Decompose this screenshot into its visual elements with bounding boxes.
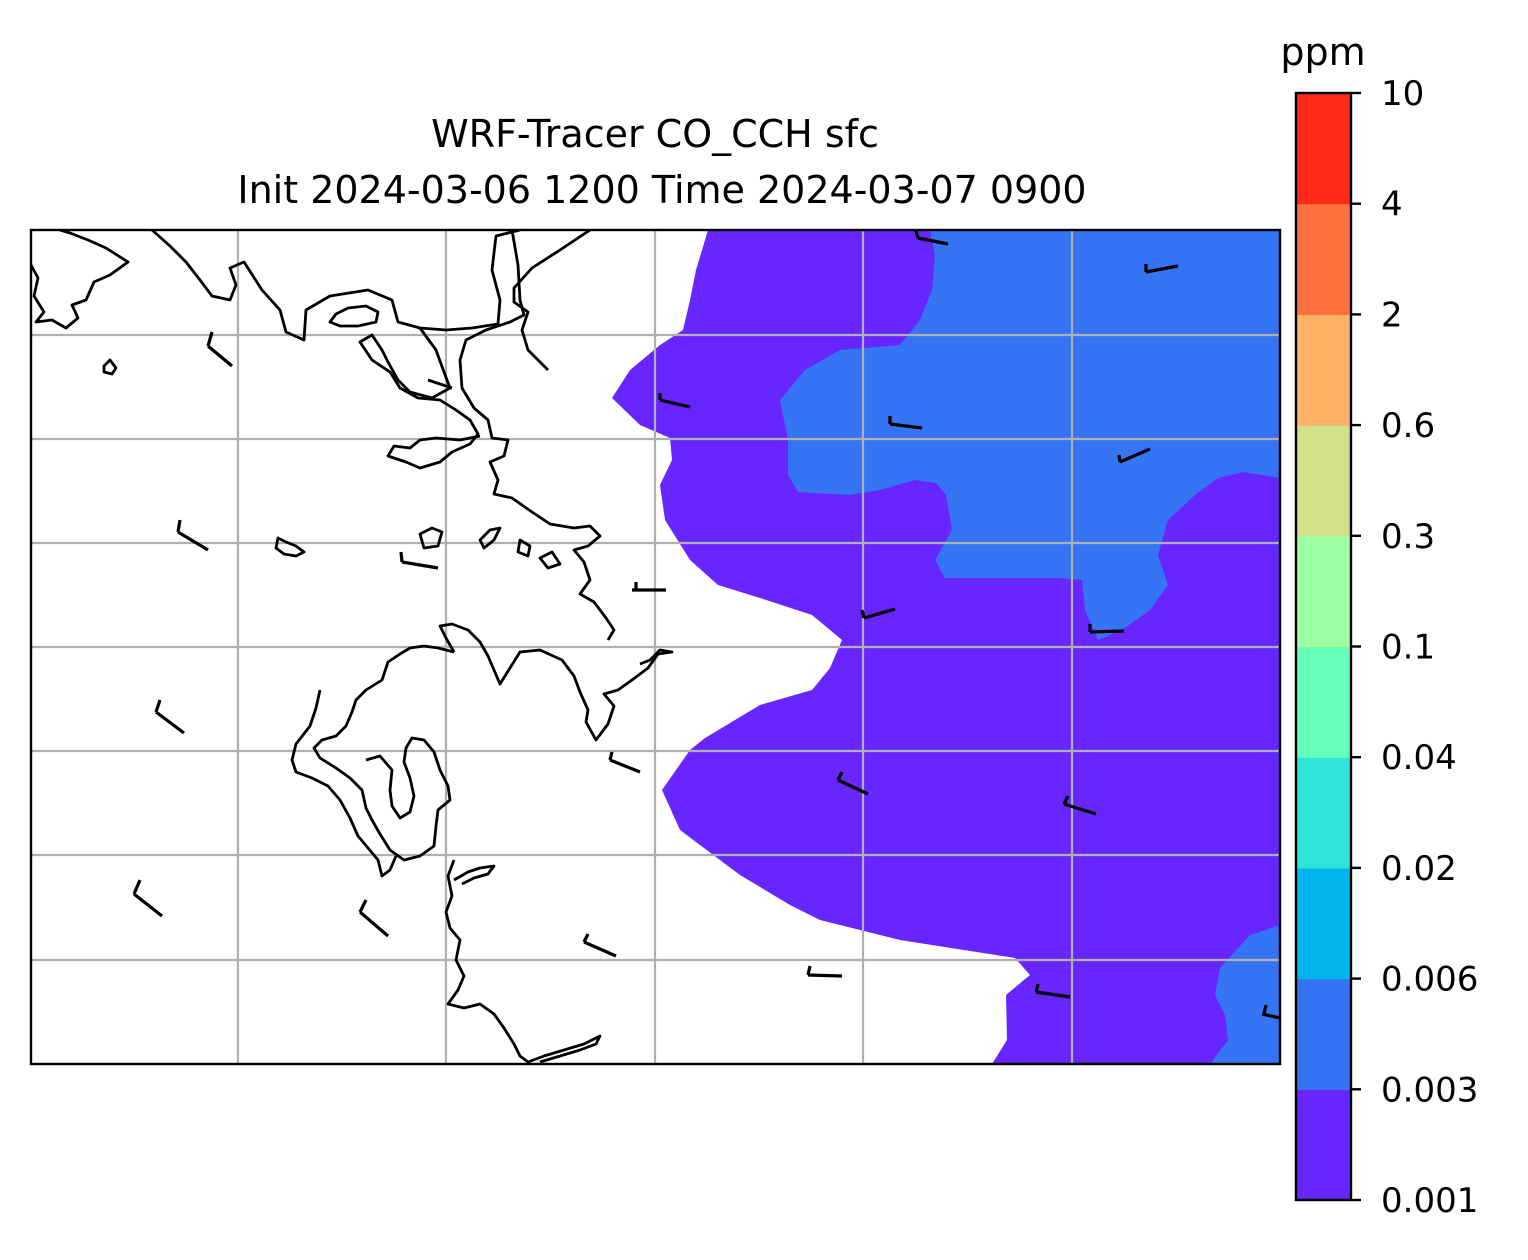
wind-barb [658, 393, 691, 409]
colorbar-segment [1296, 978, 1351, 1090]
gridlines [31, 230, 1280, 1064]
colorbar-tick-label: 4 [1381, 185, 1403, 225]
colorbar-segment [1296, 867, 1351, 980]
colorbar-segment [1296, 425, 1351, 537]
colorbar-segment [1296, 314, 1351, 426]
concentration-field-0.003-0.006 [780, 230, 1280, 640]
colorbar-unit-label: ppm [1280, 30, 1365, 74]
colorbar-tick-label: 0.04 [1381, 738, 1457, 778]
colorbar-tick-label: 0.001 [1381, 1181, 1478, 1221]
map-title-line1: WRF-Tracer CO_CCH sfc [431, 112, 879, 156]
colorbar-tick-label: 0.02 [1381, 849, 1457, 889]
wind-barb [132, 879, 163, 918]
colorbar-segment [1296, 203, 1351, 315]
map-area [31, 230, 1280, 1064]
colorbar-tick-label: 0.6 [1381, 406, 1435, 446]
map-frame [29, 228, 1282, 1066]
wind-barb [888, 416, 923, 430]
wind-barb [154, 699, 185, 735]
wind-barb [206, 331, 234, 368]
wind-barb [1062, 795, 1097, 816]
colorbar-tick-label: 10 [1381, 74, 1424, 114]
colorbar-segment [1296, 535, 1351, 648]
wind-barb [1117, 447, 1151, 464]
colorbar-segment [1296, 1089, 1351, 1201]
wind-barb [914, 230, 949, 246]
colorbar-tick-label: 0.006 [1381, 960, 1478, 1000]
wind-barb [176, 519, 209, 552]
colorbar-tick-label: 2 [1381, 295, 1403, 335]
colorbar-tick-label: 0.003 [1381, 1070, 1478, 1110]
colorbar-segment [1296, 757, 1351, 869]
colorbar: 0.001 0.003 0.006 0.02 0.04 0.1 0.3 0.6 2 4 10 [1294, 74, 1478, 1221]
wind-barbs [132, 230, 1280, 1020]
wind-barb [582, 933, 617, 958]
colorbar-segment [1296, 93, 1351, 205]
wind-barb [806, 965, 843, 978]
colorbar-tick-label: 0.1 [1381, 628, 1435, 668]
wind-barb [860, 607, 896, 620]
wind-barb [608, 751, 641, 774]
wind-barb [1261, 1004, 1280, 1020]
wind-barb [1088, 624, 1125, 634]
map-title-line2: Init 2024-03-06 1200 Time 2024-03-07 090… [237, 168, 1086, 212]
wind-barb [1034, 983, 1071, 999]
wind-barb [358, 899, 390, 938]
wind-barb [399, 551, 439, 570]
wind-barb [1144, 264, 1179, 274]
colorbar-segment [1296, 646, 1351, 758]
wind-barb [836, 771, 869, 796]
wind-barb [632, 582, 666, 592]
coastline [31, 230, 674, 1064]
colorbar-tick-label: 0.3 [1381, 517, 1435, 557]
